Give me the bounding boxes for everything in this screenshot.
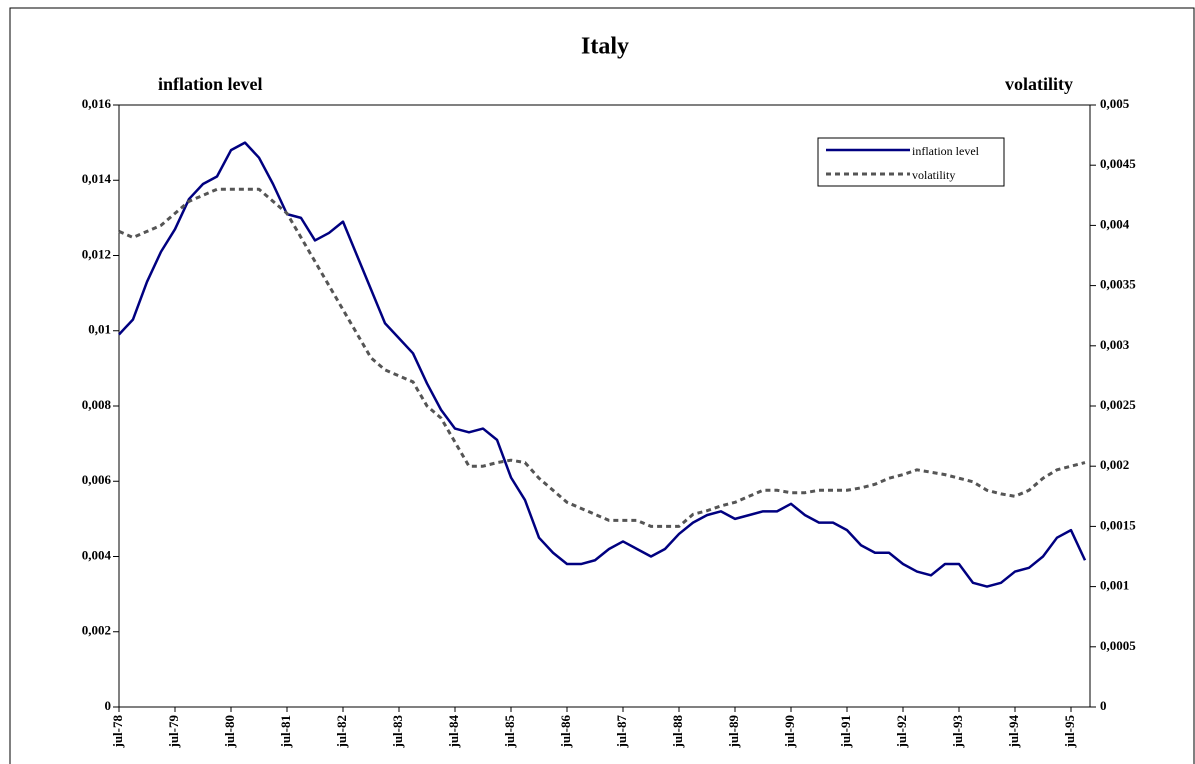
x-tick-label: jul-89	[726, 715, 741, 749]
y2-tick-label: 0,003	[1100, 337, 1130, 352]
y-tick-label: 0,012	[82, 246, 111, 261]
y2-tick-label: 0,0045	[1100, 156, 1136, 171]
x-tick-label: jul-88	[670, 715, 685, 749]
y2-tick-label: 0,0025	[1100, 397, 1136, 412]
y-tick-label: 0,004	[82, 547, 112, 562]
y-tick-label: 0,002	[82, 623, 111, 638]
x-tick-label: jul-95	[1062, 715, 1077, 749]
y-tick-label: 0,008	[82, 397, 112, 412]
frame	[9, 7, 1195, 764]
y2-tick-label: 0	[1100, 698, 1107, 713]
x-tick-label: jul-92	[894, 715, 909, 749]
y2-tick-label: 0,002	[1100, 457, 1129, 472]
x-tick-label: jul-87	[614, 715, 629, 749]
y2-tick-label: 0,0015	[1100, 517, 1136, 532]
x-tick-label: jul-85	[502, 715, 517, 749]
series-line	[118, 187, 1086, 528]
y2-tick-label: 0,001	[1100, 578, 1129, 593]
y2-tick-label: 0,0005	[1100, 638, 1136, 653]
y-tick-label: 0,016	[82, 96, 112, 111]
x-tick-label: jul-79	[166, 715, 181, 749]
x-tick-label: jul-94	[1006, 715, 1021, 749]
x-tick-label: jul-86	[558, 715, 573, 749]
y-tick-label: 0,01	[88, 322, 111, 337]
chart-title: Italy	[581, 34, 629, 60]
y2-tick-label: 0,005	[1100, 96, 1130, 111]
legend-label: inflation level	[912, 144, 980, 158]
legend-box	[817, 137, 1005, 187]
x-tick-label: jul-91	[838, 715, 853, 749]
y2-tick-label: 0,0035	[1100, 277, 1136, 292]
y-tick-label: 0,014	[82, 171, 112, 186]
legend-label: volatility	[912, 168, 955, 182]
y-tick-label: 0,006	[82, 472, 112, 487]
y2-axis-label: volatility	[1005, 74, 1073, 94]
x-tick-label: jul-93	[950, 715, 965, 749]
x-tick-label: jul-80	[222, 715, 237, 749]
x-tick-label: jul-83	[390, 715, 405, 749]
x-tick-label: jul-81	[278, 715, 293, 749]
x-tick-label: jul-82	[334, 715, 349, 749]
x-tick-label: jul-84	[446, 715, 461, 749]
x-tick-label: jul-90	[782, 715, 797, 749]
y-tick-label: 0	[105, 698, 112, 713]
series-line	[118, 141, 1087, 588]
x-tick-label: jul-78	[110, 715, 125, 749]
y-axis-label: inflation level	[158, 74, 263, 94]
y2-tick-label: 0,004	[1100, 216, 1130, 231]
